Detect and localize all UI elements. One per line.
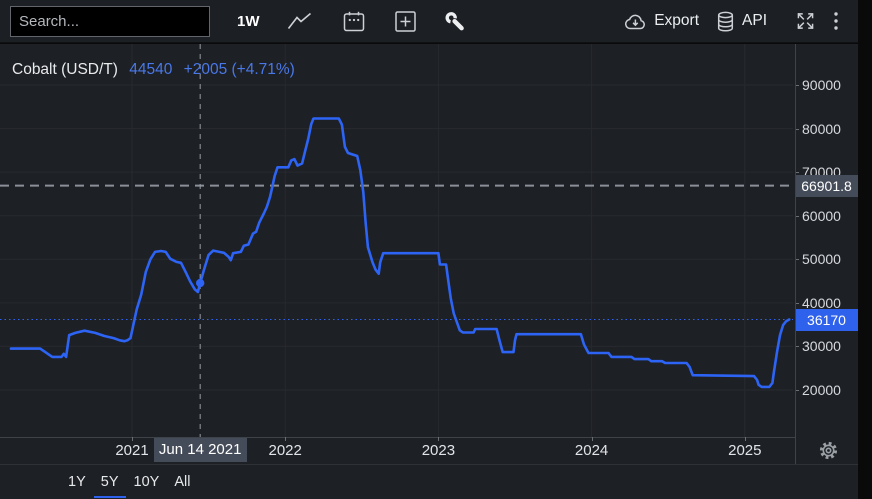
api-label: API	[742, 12, 767, 29]
settings-button[interactable]	[817, 439, 840, 465]
tools-button[interactable]	[444, 11, 465, 32]
y-tick	[795, 390, 799, 391]
range-button-5y[interactable]: 5Y	[93, 470, 126, 498]
tools-wrench-icon	[444, 11, 464, 30]
chart-area: Cobalt (USD/T) 44540 +2005 (+4.71%) 2000…	[0, 44, 858, 437]
x-tick-label: 2022	[268, 442, 302, 459]
y-tick	[795, 302, 799, 304]
add-icon	[394, 10, 416, 32]
gear-icon	[819, 441, 838, 460]
x-tick-label: 2023	[421, 442, 456, 459]
y-tick	[795, 85, 799, 86]
calendar-button[interactable]	[343, 11, 365, 32]
y-tick-label: 30000	[802, 338, 841, 355]
range-button-1y[interactable]: 1Y	[61, 470, 93, 498]
y-tick-label: 60000	[802, 207, 841, 224]
crosshair-change: +2005 (+4.71%)	[183, 61, 295, 78]
more-options-icon	[834, 12, 838, 30]
reference-price-label: 66901.8	[795, 174, 858, 197]
window-edge	[858, 0, 872, 499]
export-label: Export	[654, 12, 700, 29]
export-cloud-icon	[625, 14, 646, 29]
x-tick-label: 2021	[115, 442, 149, 459]
y-tick	[795, 128, 799, 130]
x-axis[interactable]: 2021 2022 2023 2024 2025 Jun 14 2021	[0, 437, 858, 464]
api-database-icon	[717, 11, 734, 32]
line-chart-icon	[287, 12, 311, 29]
x-tick	[744, 437, 746, 441]
range-button-10y[interactable]: 10Y	[127, 470, 167, 498]
crosshair-price: 44540	[129, 61, 173, 78]
y-tick	[795, 215, 799, 217]
calendar-icon	[343, 11, 364, 31]
crosshair-date-label: Jun 14 2021	[153, 438, 247, 462]
search-input[interactable]	[10, 5, 210, 37]
y-tick-label: 40000	[802, 294, 841, 311]
fullscreen-icon	[797, 13, 814, 29]
chart-legend: Cobalt (USD/T) 44540 +2005 (+4.71%)	[12, 61, 295, 79]
price-chart[interactable]	[0, 44, 795, 437]
y-tick	[795, 346, 799, 348]
range-selector: 1Y 5Y 10Y All	[0, 464, 858, 499]
current-price-label: 36170	[795, 308, 858, 331]
x-tick	[591, 437, 593, 441]
x-tick	[438, 437, 440, 441]
axis-separator	[795, 44, 796, 464]
add-indicator-button[interactable]	[394, 10, 416, 32]
timeframe-button[interactable]: 1W	[237, 12, 260, 30]
fullscreen-button[interactable]	[794, 11, 817, 31]
chart-toolbar: 1W	[0, 0, 858, 43]
api-button[interactable]: API	[715, 11, 767, 32]
y-tick-label: 20000	[802, 382, 841, 398]
more-options-button[interactable]	[834, 12, 838, 30]
crosshair-marker	[195, 278, 205, 288]
y-axis[interactable]: 20000 30000 40000 50000 60000 70000 80000 90000…	[795, 44, 858, 437]
x-tick-label: 2024	[574, 442, 609, 459]
price-line-series	[9, 117, 791, 389]
range-button-all[interactable]: All	[167, 470, 197, 498]
y-tick	[795, 172, 799, 174]
chart-type-button[interactable]	[287, 12, 312, 31]
y-tick-label: 80000	[802, 120, 841, 137]
x-tick-label: 2025	[728, 442, 762, 459]
export-button[interactable]: Export	[623, 12, 699, 31]
instrument-name: Cobalt (USD/T)	[12, 61, 118, 78]
x-tick	[132, 437, 133, 441]
y-tick-label: 50000	[802, 251, 841, 268]
y-tick	[795, 259, 799, 261]
x-tick	[285, 437, 287, 441]
y-tick-label: 90000	[802, 77, 841, 93]
x-axis-line	[0, 437, 795, 438]
